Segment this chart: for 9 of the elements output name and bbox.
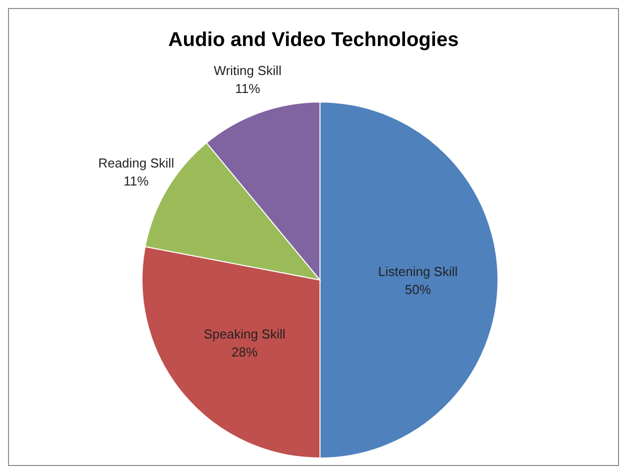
slice-label: Speaking Skill: [204, 326, 286, 342]
data-label: 11%: [124, 173, 150, 188]
data-label: 11%: [235, 81, 261, 96]
data-label: 50%: [404, 282, 432, 297]
slice-label: Reading Skill: [98, 155, 174, 170]
slice-label: Listening Skill: [378, 264, 458, 279]
chart-title: Audio and Video Technologies: [168, 29, 459, 51]
slice-label: Writing Skill: [214, 63, 282, 78]
data-label: 28%: [232, 344, 258, 360]
